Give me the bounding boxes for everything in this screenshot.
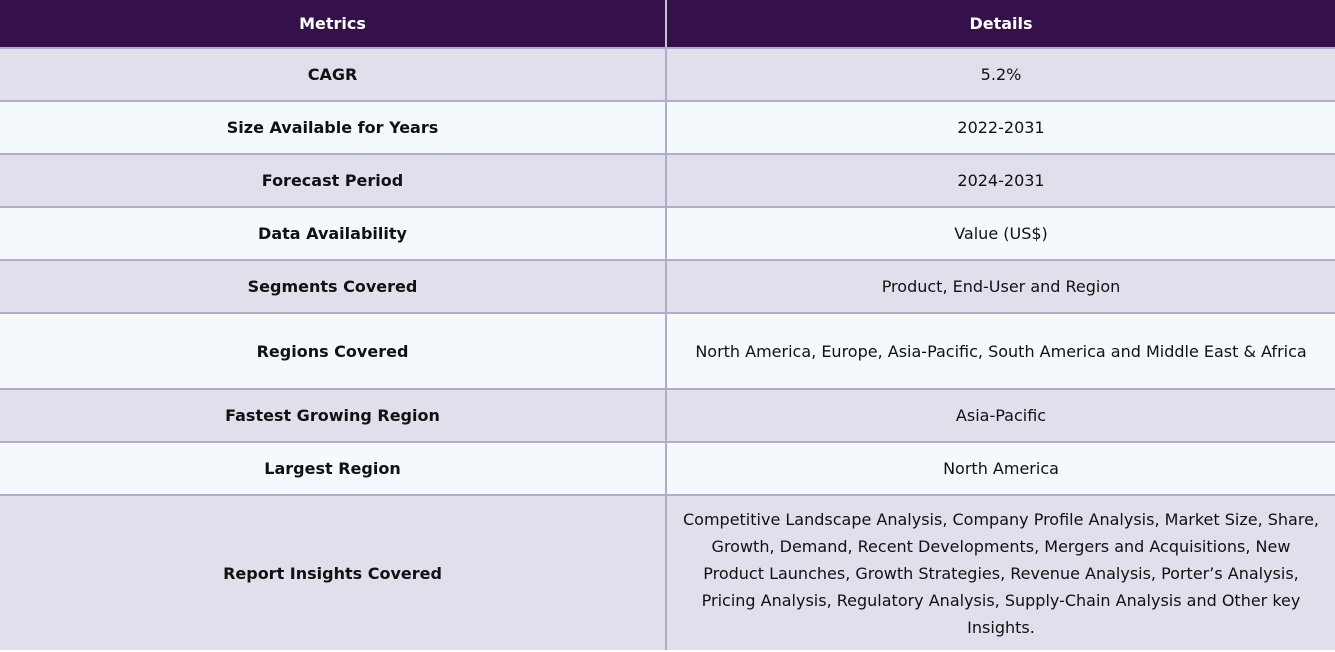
metric-cell: Forecast Period <box>0 154 667 208</box>
metric-cell: Fastest Growing Region <box>0 389 667 443</box>
detail-cell: 2024-2031 <box>666 154 1335 208</box>
table-row: Fastest Growing Region Asia-Pacific <box>0 389 1335 443</box>
header-row: Metrics Details <box>0 0 1335 49</box>
table-row: Regions Covered North America, Europe, A… <box>0 313 1335 390</box>
detail-cell: Asia-Pacific <box>666 389 1335 443</box>
table-header: Metrics Details <box>0 0 1335 49</box>
header-metrics: Metrics <box>0 0 667 49</box>
table-row: Report Insights Covered Competitive Land… <box>0 495 1335 650</box>
metric-cell: Report Insights Covered <box>0 495 667 650</box>
detail-cell: Product, End-User and Region <box>666 260 1335 314</box>
detail-cell: 5.2% <box>666 48 1335 102</box>
metric-cell: Size Available for Years <box>0 101 667 155</box>
detail-cell: Value (US$) <box>666 207 1335 261</box>
table-row: CAGR 5.2% <box>0 48 1335 102</box>
metric-cell: Data Availability <box>0 207 667 261</box>
detail-cell: Competitive Landscape Analysis, Company … <box>666 495 1335 650</box>
table-row: Data Availability Value (US$) <box>0 207 1335 261</box>
table-row: Forecast Period 2024-2031 <box>0 154 1335 208</box>
detail-cell: North America, Europe, Asia-Pacific, Sou… <box>666 313 1335 390</box>
metric-cell: Largest Region <box>0 442 667 496</box>
metric-cell: Segments Covered <box>0 260 667 314</box>
table-row: Segments Covered Product, End-User and R… <box>0 260 1335 314</box>
table-row: Size Available for Years 2022-2031 <box>0 101 1335 155</box>
metric-cell: Regions Covered <box>0 313 667 390</box>
detail-cell: 2022-2031 <box>666 101 1335 155</box>
header-details: Details <box>666 0 1335 49</box>
table-row: Largest Region North America <box>0 442 1335 496</box>
detail-cell: North America <box>666 442 1335 496</box>
metric-cell: CAGR <box>0 48 667 102</box>
table-body: CAGR 5.2% Size Available for Years 2022-… <box>0 48 1335 650</box>
